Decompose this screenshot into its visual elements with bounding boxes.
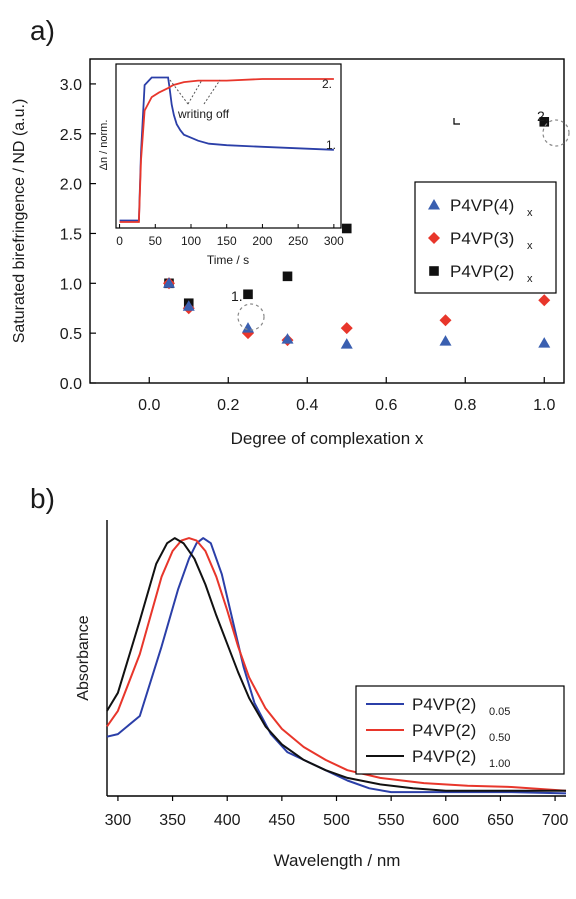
panel-b-series — [106, 537, 567, 795]
inset-y-axis-label: Δn / norm. — [98, 120, 110, 171]
data-point-square — [539, 117, 550, 127]
highlight-label-2: 2. — [537, 108, 549, 124]
inset-series — [119, 76, 334, 223]
data-point-triangle — [281, 333, 294, 344]
series-triangle — [163, 277, 551, 349]
data-point-square — [243, 289, 253, 300]
panel-b-x-ticks: 300 350 400 450 500 550 600 650 700 — [105, 796, 569, 829]
legend-subscript: x — [527, 240, 533, 252]
data-point-triangle — [242, 322, 254, 333]
data-point-triangle — [538, 337, 551, 348]
y-tick-label: 0.0 — [60, 376, 82, 393]
highlight-label-1: 1. — [231, 288, 243, 304]
inset-x-tick-label: 50 — [149, 234, 163, 248]
panel-a: a) Saturated birefringence / ND (a.u.) D… — [11, 15, 570, 448]
highlight-circle-2 — [542, 119, 570, 147]
legend-subscript: x — [527, 207, 533, 219]
y-tick-label: 3.0 — [60, 77, 82, 94]
inset-x-tick-label: 300 — [324, 234, 344, 248]
panel-b: b) Absorbance Wavelength / nm 300 350 400 4… — [30, 483, 569, 870]
legend-marker-diamond — [428, 232, 440, 244]
y-tick-label: 1.5 — [60, 226, 82, 243]
legend-label: P4VP(2) — [412, 747, 476, 766]
inset-x-tick-label: 100 — [181, 234, 201, 248]
absorbance-curve-0.05 — [106, 537, 567, 795]
x-tick-label: 300 — [105, 812, 132, 829]
data-point-diamond — [340, 322, 353, 335]
panel-a-x-axis-label: Degree of complexation x — [231, 429, 424, 448]
legend-subscript: 0.50 — [489, 732, 510, 744]
legend-marker-square — [429, 266, 439, 276]
data-point-diamond — [439, 314, 452, 327]
legend-label: P4VP(2) — [450, 262, 514, 281]
data-point-square — [341, 223, 352, 234]
data-point-triangle — [439, 335, 452, 346]
x-tick-label: 500 — [323, 812, 350, 829]
y-tick-label: 2.0 — [60, 177, 82, 194]
inset-chart: Δn / norm. Time / s 0 50 100 150 200 250 300 w… — [98, 63, 344, 267]
panel-a-y-axis-label: Saturated birefringence / ND (a.u.) — [11, 99, 28, 344]
x-tick-label: 1.0 — [533, 397, 555, 414]
panel-a-y-ticks: 0.0 0.5 1.0 1.5 2.0 2.5 3.0 — [60, 77, 96, 393]
inset-x-tick-label: 200 — [252, 234, 272, 248]
inset-x-tick-label: 150 — [217, 234, 237, 248]
panel-b-x-axis-label: Wavelength / nm — [274, 851, 401, 870]
legend-label: P4VP(2) — [412, 695, 476, 714]
data-point-triangle — [182, 300, 195, 311]
inset-curve-2 — [119, 78, 334, 223]
inset-x-tick-label: 250 — [288, 234, 308, 248]
data-point-triangle — [163, 277, 175, 288]
data-point-diamond — [538, 294, 551, 307]
inset-x-ticks: 0 50 100 150 200 250 300 — [116, 224, 344, 248]
x-tick-label: 0.2 — [217, 397, 239, 414]
x-tick-label: 0.8 — [454, 397, 476, 414]
legend-subscript: x — [527, 273, 533, 285]
y-tick-label: 0.5 — [60, 326, 82, 343]
panel-b-label: b) — [30, 483, 55, 514]
x-tick-label: 0.6 — [375, 397, 397, 414]
panel-b-y-axis-label: Absorbance — [75, 615, 92, 700]
data-point-square — [282, 271, 293, 282]
panel-b-legend: P4VP(2) 0.05 P4VP(2) 0.50 P4VP(2) 1.00 — [355, 685, 565, 775]
legend-subscript: 1.00 — [489, 758, 510, 770]
y-tick-label: 1.0 — [60, 276, 82, 293]
x-tick-label: 550 — [378, 812, 405, 829]
panel-a-series — [163, 117, 551, 349]
y-tick-label: 2.5 — [60, 127, 82, 144]
data-point-triangle — [340, 338, 353, 349]
legend-subscript: 0.05 — [489, 706, 510, 718]
x-tick-label: 600 — [432, 812, 459, 829]
inset-annotation-arrows — [169, 79, 221, 105]
legend-marker-triangle — [428, 199, 440, 210]
legend-label: P4VP(3) — [450, 229, 514, 248]
corner-mark — [453, 118, 460, 125]
absorbance-curve-1.00 — [106, 537, 566, 792]
series-diamond — [163, 277, 551, 347]
legend-label: P4VP(4) — [450, 196, 514, 215]
absorbance-curve-0.50 — [106, 537, 567, 792]
inset-x-axis-label: Time / s — [207, 253, 249, 267]
x-tick-label: 350 — [159, 812, 186, 829]
panel-a-x-ticks: 0.0 0.2 0.4 0.6 0.8 1.0 — [138, 377, 555, 414]
x-tick-label: 0.0 — [138, 397, 160, 414]
panel-a-legend: P4VP(4) x P4VP(3) x P4VP(2) x — [414, 181, 557, 294]
inset-curve-label-1: 1. — [326, 138, 336, 152]
inset-annotation-writing-off: writing off — [177, 107, 230, 121]
x-tick-label: 400 — [214, 812, 241, 829]
panel-a-plot-frame — [89, 58, 565, 384]
inset-curve-label-2: 2. — [322, 77, 332, 91]
inset-x-tick-label: 0 — [116, 234, 123, 248]
x-tick-label: 700 — [542, 812, 569, 829]
legend-label: P4VP(2) — [412, 721, 476, 740]
highlight-circle-1 — [237, 303, 265, 331]
x-tick-label: 650 — [487, 812, 514, 829]
x-tick-label: 0.4 — [296, 397, 318, 414]
inset-curve-1 — [119, 76, 334, 222]
x-tick-label: 450 — [269, 812, 296, 829]
panel-a-label: a) — [30, 15, 55, 46]
